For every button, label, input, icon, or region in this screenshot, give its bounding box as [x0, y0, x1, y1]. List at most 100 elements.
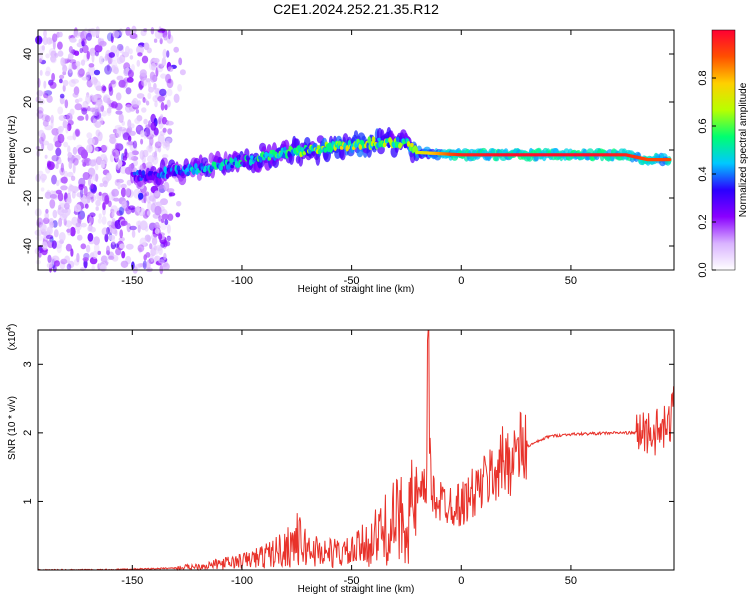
noise-blob	[108, 234, 116, 241]
noise-blob	[106, 227, 110, 235]
noise-blob	[114, 142, 120, 150]
noise-blob	[111, 218, 116, 223]
noise-blob	[70, 175, 76, 181]
noise-blob	[162, 48, 167, 59]
noise-blob	[67, 152, 73, 158]
noise-blob	[56, 244, 62, 254]
noise-blob	[157, 63, 164, 73]
noise-blob	[55, 147, 62, 157]
noise-blob	[161, 116, 167, 125]
noise-blob	[108, 86, 114, 96]
noise-blob	[154, 228, 160, 235]
noise-blob	[89, 159, 97, 167]
noise-blob	[74, 103, 83, 111]
noise-blob	[88, 66, 96, 77]
noise-blob	[118, 236, 125, 242]
figure-title: C2E1.2024.252.21.35.R12	[273, 1, 439, 17]
noise-blob	[126, 77, 134, 83]
noise-blob	[166, 78, 174, 89]
noise-blob	[50, 114, 54, 124]
noise-blob	[137, 224, 141, 233]
colorbar-tick-label: 0.2	[697, 214, 709, 229]
noise-blob	[124, 166, 133, 175]
noise-blob	[57, 106, 64, 115]
noise-blob	[148, 61, 156, 71]
noise-blob	[66, 197, 72, 204]
noise-blob	[137, 207, 146, 217]
noise-blob	[117, 159, 123, 167]
noise-blob	[121, 120, 126, 126]
noise-blob	[125, 67, 130, 72]
noise-blob	[160, 73, 167, 79]
signal-halo	[339, 148, 346, 161]
noise-blob	[151, 237, 158, 246]
noise-blob	[150, 233, 158, 241]
signal-core	[297, 145, 301, 152]
noise-blob	[57, 41, 63, 50]
signal-core	[262, 156, 266, 161]
x-tick-label: 0	[458, 575, 464, 587]
noise-blob	[64, 220, 73, 228]
noise-blob	[111, 210, 115, 218]
noise-blob	[101, 144, 109, 152]
noise-blob	[107, 220, 113, 227]
noise-blob	[115, 110, 123, 115]
noise-blob	[161, 213, 169, 220]
noise-blob	[80, 243, 87, 250]
noise-blob	[45, 53, 50, 59]
noise-blob	[43, 93, 49, 99]
noise-blob	[95, 30, 100, 38]
noise-blob	[137, 244, 145, 252]
noise-blob	[129, 33, 138, 39]
noise-blob	[68, 63, 73, 74]
noise-blob	[118, 126, 127, 132]
noise-blob	[112, 30, 120, 39]
x-tick-label: -100	[231, 575, 253, 587]
noise-blob	[152, 151, 157, 158]
noise-blob	[124, 148, 128, 157]
noise-blob	[116, 57, 123, 65]
noise-blob	[66, 263, 72, 271]
noise-blob	[148, 86, 155, 93]
noise-blob	[112, 152, 116, 157]
noise-blob	[88, 178, 91, 187]
noise-blob	[121, 203, 126, 208]
noise-blob	[107, 55, 113, 65]
noise-blob	[66, 227, 72, 236]
noise-blob	[39, 69, 43, 76]
noise-blob	[95, 206, 99, 211]
noise-blob	[115, 243, 119, 248]
noise-blob	[93, 69, 101, 76]
noise-blob	[161, 218, 165, 223]
noise-blob	[167, 213, 174, 221]
noise-blob	[87, 137, 96, 146]
noise-blob	[101, 110, 107, 117]
noise-blob	[110, 241, 116, 250]
noise-blob	[89, 107, 97, 113]
noise-blob	[145, 100, 150, 106]
noise-blob	[40, 187, 45, 192]
noise-blob	[90, 196, 94, 203]
noise-blob	[67, 53, 74, 60]
noise-blob	[175, 212, 181, 218]
noise-blob	[69, 226, 76, 237]
noise-blob	[163, 35, 168, 41]
noise-blob	[142, 260, 147, 270]
x-tick-label: -50	[344, 275, 360, 287]
noise-blob	[63, 141, 69, 148]
colorbar-tick-label: 0.6	[697, 118, 709, 133]
noise-blob	[103, 96, 109, 103]
noise-blob	[81, 158, 89, 164]
noise-blob	[68, 79, 76, 87]
noise-blob	[102, 85, 107, 92]
noise-blob	[89, 193, 95, 198]
noise-blob	[166, 224, 171, 234]
noise-blob	[51, 174, 57, 185]
noise-blob	[132, 97, 139, 108]
noise-blob	[154, 245, 159, 255]
noise-blob	[87, 225, 93, 232]
snr-panel: -150 -100 -50 0 50 1 2 3 Height of straight li…	[6, 324, 675, 595]
noise-blob	[167, 29, 171, 40]
heatmap-x-label: Height of straight line (km)	[298, 284, 415, 295]
